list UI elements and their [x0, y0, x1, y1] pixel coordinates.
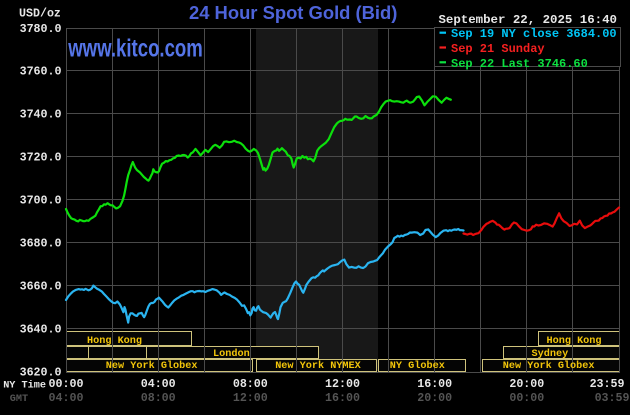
svg-text:Sydney: Sydney — [532, 348, 569, 360]
svg-text:12:00: 12:00 — [233, 392, 268, 405]
svg-text:NY Time: NY Time — [3, 379, 46, 391]
svg-text:20:00: 20:00 — [417, 392, 452, 405]
svg-text:3780.0: 3780.0 — [20, 23, 62, 36]
svg-text:00:00: 00:00 — [509, 392, 544, 405]
svg-text:NY Globex: NY Globex — [390, 360, 445, 372]
svg-text:24 Hour Spot Gold (Bid): 24 Hour Spot Gold (Bid) — [189, 2, 397, 23]
svg-text:04:00: 04:00 — [141, 378, 176, 391]
svg-text:3660.0: 3660.0 — [20, 280, 62, 293]
svg-text:New York Globex: New York Globex — [503, 360, 595, 372]
svg-text:00:00: 00:00 — [49, 378, 84, 391]
svg-text:New York NYMEX: New York NYMEX — [275, 360, 361, 372]
svg-text:USD/oz: USD/oz — [19, 7, 61, 20]
svg-text:08:00: 08:00 — [141, 392, 176, 405]
svg-text:3700.0: 3700.0 — [20, 195, 62, 208]
svg-text:3760.0: 3760.0 — [20, 66, 62, 79]
svg-text:3680.0: 3680.0 — [20, 238, 62, 251]
svg-text:23:59: 23:59 — [590, 378, 625, 391]
svg-text:Sep 22 Last 3746.60: Sep 22 Last 3746.60 — [451, 57, 588, 71]
svg-text:New York Globex: New York Globex — [106, 360, 198, 372]
svg-text:GMT: GMT — [10, 394, 28, 405]
svg-text:Sep 21 Sunday: Sep 21 Sunday — [451, 42, 545, 56]
svg-text:03:59: 03:59 — [595, 392, 630, 405]
svg-text:September 22, 2025 16:40: September 22, 2025 16:40 — [439, 13, 617, 27]
svg-text:12:00: 12:00 — [325, 378, 360, 391]
svg-text:16:00: 16:00 — [417, 378, 452, 391]
svg-text:3720.0: 3720.0 — [20, 152, 62, 165]
svg-text:3740.0: 3740.0 — [20, 109, 62, 122]
svg-text:3620.0: 3620.0 — [20, 366, 62, 379]
svg-text:04:00: 04:00 — [49, 392, 84, 405]
svg-text:Hong Kong: Hong Kong — [547, 336, 602, 347]
svg-text:3640.0: 3640.0 — [20, 323, 62, 336]
svg-text:16:00: 16:00 — [325, 392, 360, 405]
svg-text:www.kitco.com: www.kitco.com — [67, 34, 202, 62]
svg-text:Sep 19 NY close 3684.00: Sep 19 NY close 3684.00 — [451, 27, 617, 41]
svg-text:20:00: 20:00 — [509, 378, 544, 391]
svg-text:London: London — [213, 348, 250, 360]
svg-text:08:00: 08:00 — [233, 378, 268, 391]
svg-text:Hong Kong: Hong Kong — [87, 336, 142, 347]
